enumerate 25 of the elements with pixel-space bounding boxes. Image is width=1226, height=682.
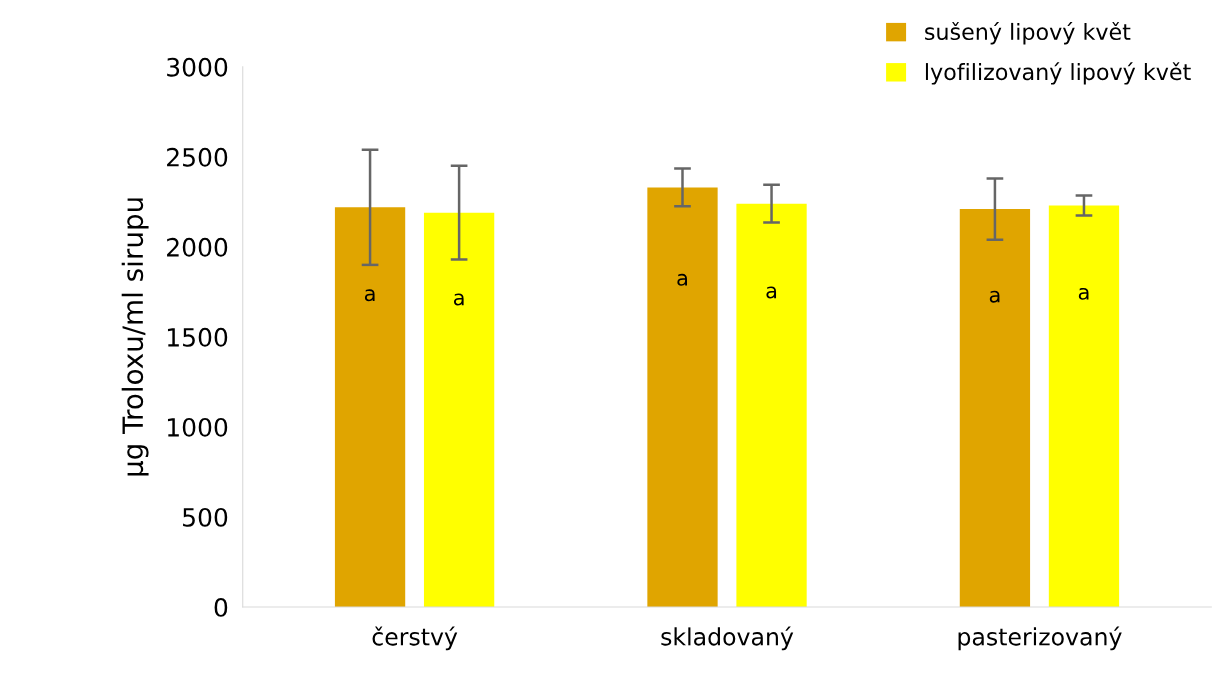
bar <box>1048 205 1120 607</box>
x-tick-label: čerstvý <box>372 626 458 651</box>
annotation: a <box>677 273 687 286</box>
annotation: a <box>1078 287 1089 300</box>
annotation: a <box>989 290 1000 303</box>
bar <box>334 207 406 607</box>
y-tick-label: 1000 <box>167 417 228 437</box>
bar <box>423 212 495 607</box>
y-tick-label: 2000 <box>167 237 228 257</box>
annotation: a <box>766 286 777 299</box>
legend-label: sušený lipový květ <box>925 22 1131 45</box>
x-tick-label: skladovaný <box>661 626 794 651</box>
x-tick-label: pasterizovaný <box>958 626 1122 651</box>
annotation: a <box>364 289 375 302</box>
y-tick-label: 1500 <box>167 327 228 347</box>
y-axis-title: µg Troloxu/ml sirupu <box>121 198 149 476</box>
bar <box>736 203 807 607</box>
y-tick-label: 500 <box>183 507 228 527</box>
legend-label: lyofilizovaný lipový květ <box>925 62 1191 85</box>
bar <box>647 187 718 607</box>
y-tick-label: 0 <box>214 597 228 617</box>
y-tick-label: 3000 <box>167 57 228 77</box>
y-tick-label: 2500 <box>167 147 228 167</box>
bar <box>959 209 1031 607</box>
annotation: a <box>453 293 464 306</box>
